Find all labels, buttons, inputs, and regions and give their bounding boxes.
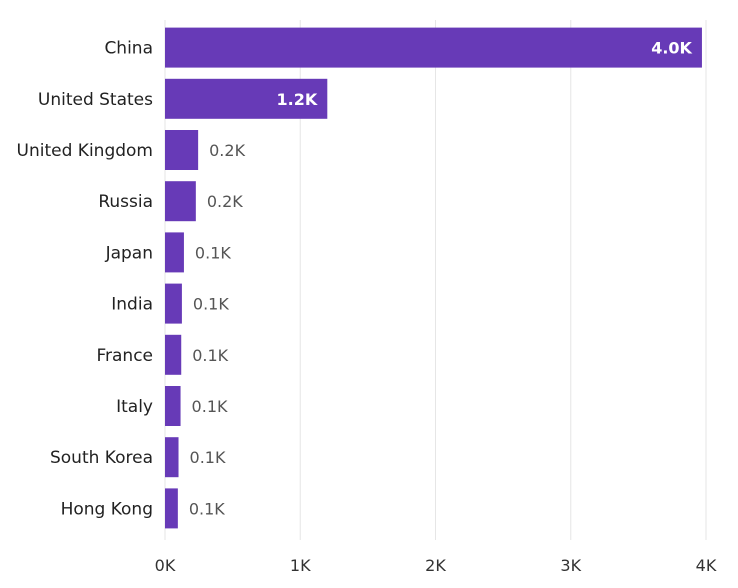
data-label: 0.1K [192, 397, 228, 416]
x-axis: 0K 1K 2K 3K 4K [155, 556, 717, 575]
data-label: 0.2K [209, 141, 245, 160]
x-tick-label: 3K [560, 556, 581, 575]
data-label: 0.1K [193, 295, 229, 314]
data-label: 4.0K [651, 39, 692, 58]
category-label: Italy [116, 397, 153, 417]
bar[interactable] [165, 488, 178, 529]
bar[interactable] [165, 78, 328, 119]
bar[interactable] [165, 232, 184, 273]
category-label: United Kingdom [17, 141, 153, 161]
bar[interactable] [165, 130, 199, 170]
labels: China 4.0K United States 1.2K United Kingdom… [17, 39, 693, 520]
bar[interactable] [165, 386, 181, 426]
bar[interactable] [165, 437, 179, 478]
data-label: 0.1K [189, 499, 225, 518]
bar[interactable] [165, 27, 702, 68]
data-label: 1.2K [277, 90, 318, 109]
category-label: Russia [98, 192, 153, 212]
bars [165, 27, 702, 529]
data-label: 0.1K [190, 448, 226, 467]
category-label: South Korea [50, 448, 153, 468]
data-label: 0.1K [195, 243, 231, 262]
data-label: 0.1K [192, 346, 228, 365]
category-label: Japan [105, 243, 153, 263]
category-label: France [96, 346, 153, 366]
category-label: India [111, 295, 153, 315]
category-label: Hong Kong [61, 499, 153, 519]
x-tick-label: 1K [290, 556, 311, 575]
bar[interactable] [165, 181, 196, 222]
bar[interactable] [165, 283, 182, 324]
bar[interactable] [165, 334, 182, 375]
x-tick-label: 2K [425, 556, 446, 575]
x-tick-label: 4K [696, 556, 717, 575]
x-tick-label: 0K [155, 556, 176, 575]
category-label: United States [38, 90, 153, 110]
data-label: 0.2K [207, 192, 243, 211]
category-label: China [104, 39, 153, 59]
